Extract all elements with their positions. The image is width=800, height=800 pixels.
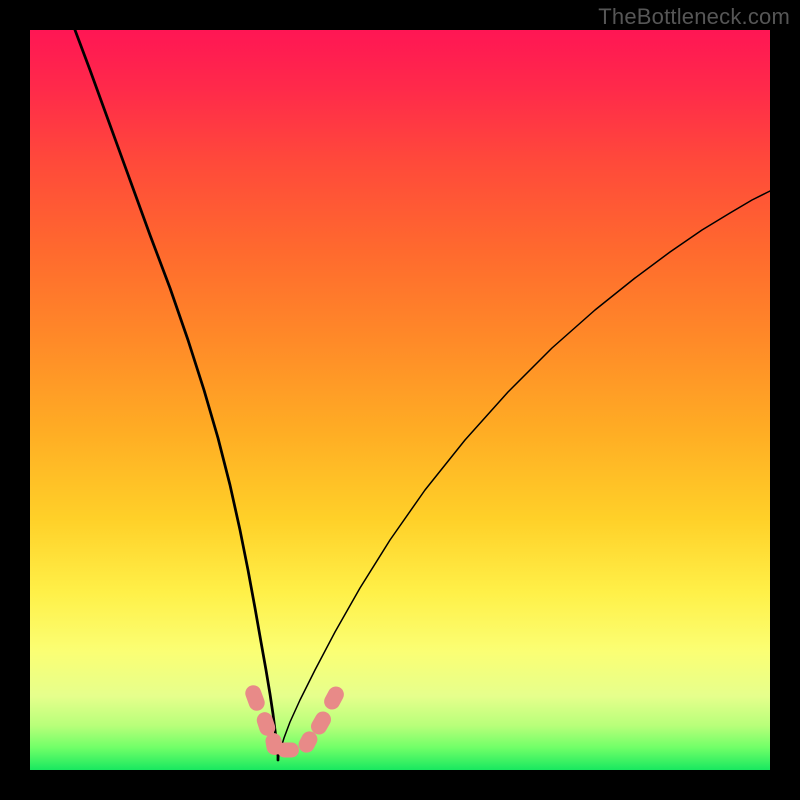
bottleneck-curve	[30, 30, 770, 770]
curve-left-branch	[75, 30, 278, 760]
curve-right-branch	[278, 191, 770, 760]
figure-container: TheBottleneck.com	[0, 0, 800, 800]
plot-area	[30, 30, 770, 770]
watermark-text: TheBottleneck.com	[598, 4, 790, 30]
